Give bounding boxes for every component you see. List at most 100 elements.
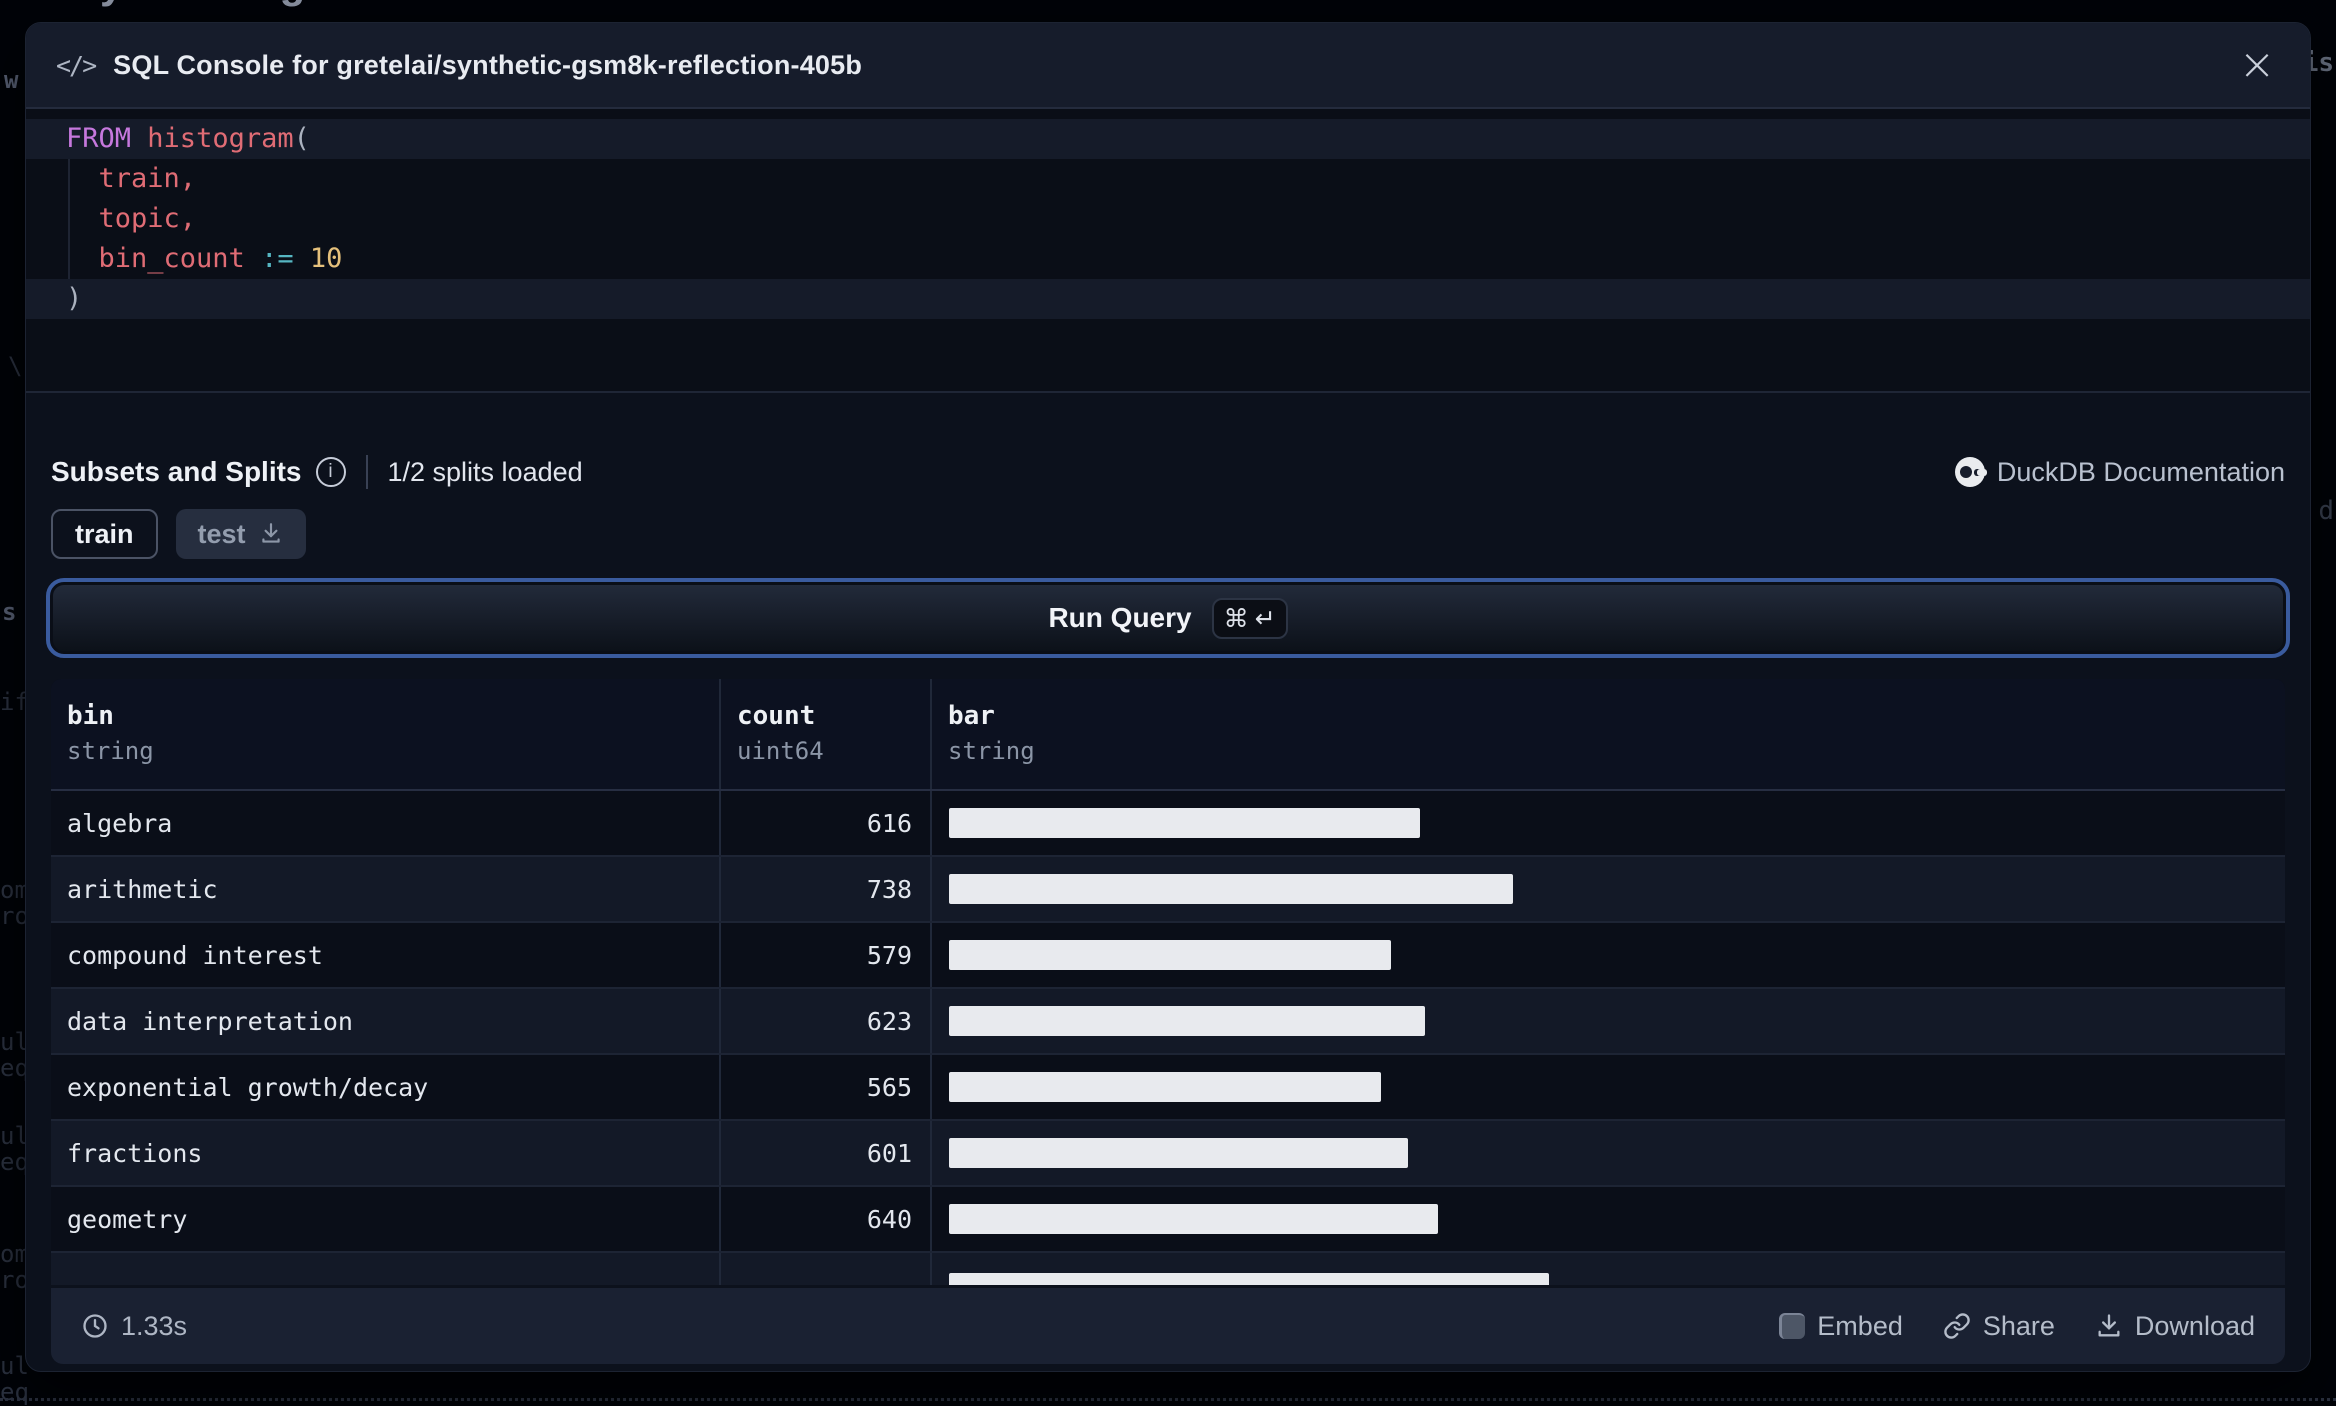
embed-icon (1779, 1313, 1806, 1339)
histogram-bar (949, 940, 1391, 970)
backdrop-fragment: w (4, 66, 19, 94)
table-row[interactable]: algebra 616 (51, 791, 2285, 857)
sql-editor[interactable]: FROM histogram( train, topic, bin_count … (26, 109, 2310, 391)
backdrop-fragment: d (2318, 496, 2334, 526)
code-token: ) (66, 283, 83, 314)
bin-cell: geometry (51, 1187, 721, 1251)
duckdb-documentation-label: DuckDB Documentation (1996, 456, 2285, 487)
column-header-count[interactable]: count uint64 (721, 679, 932, 789)
download-icon (261, 523, 280, 543)
bar-cell (932, 923, 2285, 987)
bar-cell (932, 791, 2285, 855)
column-header-bar[interactable]: bar string (932, 679, 2285, 789)
backdrop-fragment: ro (0, 1266, 29, 1294)
close-icon[interactable]: × (2238, 39, 2276, 90)
info-icon[interactable]: i (315, 457, 346, 487)
code-token: bin_count (98, 243, 245, 274)
column-name: bar (948, 701, 995, 731)
bin-cell: exponential growth/decay (51, 1055, 721, 1119)
table-row[interactable]: data interpretation 623 (51, 989, 2285, 1055)
modal-header: </> SQL Console for gretelai/synthetic-g… (26, 23, 2310, 109)
bin-cell: data interpretation (51, 989, 721, 1053)
backdrop-fragment: om (0, 1240, 29, 1268)
column-type: uint64 (737, 737, 824, 765)
splits-row: train test (51, 509, 2285, 559)
bin-cell (51, 1253, 721, 1285)
download-button[interactable]: Download (2095, 1311, 2255, 1342)
backdrop-fragment: eq (0, 1054, 29, 1082)
column-header-bin[interactable]: bin string (51, 679, 721, 789)
code-line: ) (26, 279, 2310, 319)
duckdb-logo-icon (1954, 457, 1987, 487)
table-row-partial[interactable] (51, 1253, 2285, 1285)
bar-cell (932, 1187, 2285, 1251)
code-token: topic (98, 203, 180, 234)
bin-cell: algebra (51, 791, 721, 855)
table-row[interactable]: geometry 640 (51, 1187, 2285, 1253)
count-cell (721, 1253, 932, 1285)
split-button-train[interactable]: train (51, 509, 158, 559)
bin-cell: compound interest (51, 923, 721, 987)
count-cell: 640 (721, 1187, 932, 1251)
column-name: count (737, 701, 816, 731)
results-footer: 1.33s Embed Share Download (51, 1288, 2285, 1364)
bar-cell (932, 1253, 2285, 1285)
split-button-test[interactable]: test (175, 509, 306, 559)
backdrop-fragment: om (0, 876, 29, 904)
code-line: FROM histogram( (26, 119, 2310, 159)
share-button[interactable]: Share (1943, 1311, 2055, 1342)
count-cell: 623 (721, 989, 932, 1053)
download-label: Download (2134, 1310, 2255, 1341)
count-cell: 579 (721, 923, 932, 987)
bin-cell: fractions (51, 1121, 721, 1185)
code-line: bin_count := 10 (26, 239, 2310, 279)
bar-cell (932, 1055, 2285, 1119)
splits-loaded-status: 1/2 splits loaded (387, 456, 583, 487)
backdrop-fragment: s (2, 598, 17, 626)
run-query-button[interactable]: Run Query ⌘ ↵ (46, 578, 2290, 658)
code-token: , (179, 203, 197, 234)
duckdb-documentation-link[interactable]: DuckDB Documentation (1954, 456, 2285, 488)
modal-title: SQL Console for gretelai/synthetic-gsm8k… (113, 49, 863, 80)
subsets-row: Subsets and Splits i 1/2 splits loaded D… (51, 451, 2285, 493)
keyboard-shortcut-badge: ⌘ ↵ (1211, 597, 1288, 639)
count-cell: 738 (721, 857, 932, 921)
column-type: string (948, 737, 1035, 765)
bin-cell: arithmetic (51, 857, 721, 921)
column-type: string (67, 737, 154, 765)
histogram-bar (949, 1006, 1425, 1036)
query-elapsed-time: 1.33s (81, 1311, 187, 1342)
code-line: train, (26, 159, 2310, 199)
results-table: bin string count uint64 bar string algeb… (51, 679, 2285, 1285)
backdrop-fragment: ul (0, 1122, 29, 1150)
backdrop-fragment: eq (0, 1378, 29, 1406)
code-token: , (179, 163, 197, 194)
sql-console-modal: </> SQL Console for gretelai/synthetic-g… (25, 22, 2311, 1372)
code-token: := (261, 243, 294, 274)
backdrop-fragment: ul (0, 1352, 29, 1380)
run-query-label: Run Query (1048, 602, 1192, 633)
split-train-label: train (75, 518, 134, 549)
code-token: train (98, 163, 180, 194)
code-token: histogram (147, 123, 294, 154)
subsets-title: Subsets and Splits (51, 456, 302, 487)
clock-icon (83, 1314, 107, 1338)
backdrop-dashed-divider (0, 1398, 2336, 1401)
backdrop-fragment: ul (0, 1028, 29, 1056)
table-row[interactable]: fractions 601 (51, 1121, 2285, 1187)
backdrop-fragment: if (0, 688, 29, 716)
enter-key-glyph: ↵ (1254, 603, 1276, 633)
count-cell: 565 (721, 1055, 932, 1119)
embed-button[interactable]: Embed (1779, 1311, 1903, 1342)
histogram-bar (949, 1138, 1408, 1168)
table-row[interactable]: arithmetic 738 (51, 857, 2285, 923)
table-row[interactable]: compound interest 579 (51, 923, 2285, 989)
bar-cell (932, 1121, 2285, 1185)
count-cell: 601 (721, 1121, 932, 1185)
code-line: topic, (26, 199, 2310, 239)
column-name: bin (67, 701, 114, 731)
run-query-inner: Run Query ⌘ ↵ (53, 585, 2283, 651)
histogram-bar (949, 808, 1420, 838)
backdrop-fragment: ro (0, 902, 29, 930)
table-row[interactable]: exponential growth/decay 565 (51, 1055, 2285, 1121)
